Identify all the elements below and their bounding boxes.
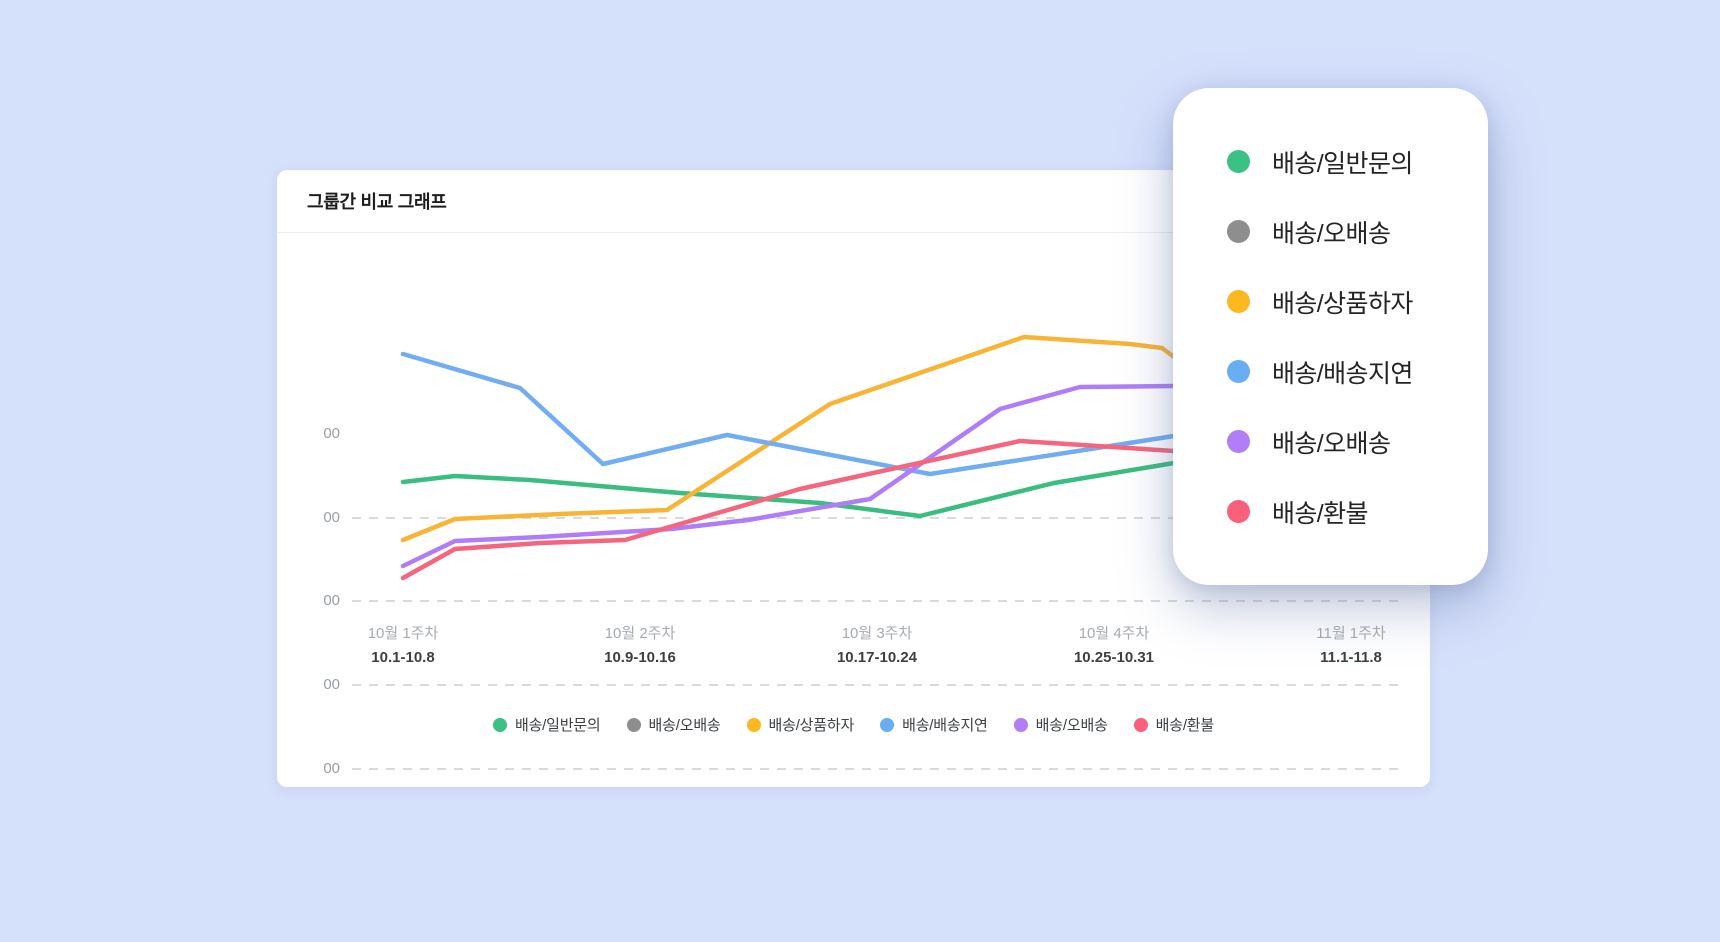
horizontal-gridline (352, 684, 1405, 686)
legend-color-dot-icon (1227, 220, 1250, 243)
x-tick-date-range: 10.17-10.24 (836, 649, 918, 666)
series-line-배송/환불 (400, 438, 1177, 581)
legend-item-label: 배송/환불 (1155, 717, 1215, 734)
x-tick-week-label: 10월 3주차 (841, 625, 913, 642)
legend-item[interactable]: 배송/환불 (1227, 494, 1488, 530)
y-axis-tick-label: 00 (323, 509, 340, 526)
legend-item-label: 배송/일반문의 (514, 717, 601, 734)
legend-item-label: 배송/배송지연 (1272, 359, 1413, 388)
legend-item[interactable]: 배송/오배송 (626, 714, 721, 735)
legend-item[interactable]: 배송/오배송 (1013, 714, 1108, 735)
y-axis-tick-label: 00 (323, 676, 340, 693)
series-line-배송/배송지연 (400, 351, 1177, 477)
floating-legend-panel: 배송/일반문의 배송/오배송 배송/상품하자 배송/배송지연 배송/오배송 배송/환불 (1173, 88, 1488, 585)
legend-color-dot-icon (1227, 290, 1250, 313)
x-tick-date-range: 11.1-11.8 (1320, 649, 1382, 666)
x-tick-week-label: 10월 1주차 (367, 625, 439, 642)
horizontal-gridline (352, 517, 1405, 519)
x-tick-week-label: 10월 4주차 (1078, 625, 1150, 642)
horizontal-gridline (352, 768, 1405, 770)
legend-item[interactable]: 배송/배송지연 (1227, 354, 1488, 390)
legend-color-dot-icon (1133, 717, 1148, 732)
x-tick-week-label: 11월 1주차 (1316, 625, 1386, 642)
chart-lines-svg (400, 334, 1177, 581)
legend-item[interactable]: 배송/일반문의 (1227, 144, 1488, 180)
legend-item-label: 배송/오배송 (1035, 717, 1108, 734)
legend-item[interactable]: 배송/상품하자 (746, 714, 855, 735)
legend-color-dot-icon (1227, 430, 1250, 453)
x-tick-date-range: 10.25-10.31 (1073, 649, 1155, 666)
legend-item-label: 배송/상품하자 (1272, 289, 1413, 318)
legend-color-dot-icon (746, 717, 761, 732)
legend-color-dot-icon (1227, 360, 1250, 383)
y-axis-tick-label: 00 (323, 760, 340, 777)
x-tick-date-range: 10.9-10.16 (604, 649, 676, 666)
legend-item-label: 배송/오배송 (1272, 219, 1391, 248)
x-axis-tick: 10월 3주차 10.17-10.24 (797, 625, 957, 666)
legend-color-dot-icon (1013, 717, 1028, 732)
bottom-legend: 배송/일반문의 배송/오배송 배송/상품하자 배송/배송지연 배송/오배송 배송/환불 (277, 714, 1430, 735)
legend-item-label: 배송/상품하자 (768, 717, 855, 734)
legend-color-dot-icon (1227, 500, 1250, 523)
x-tick-week-label: 10월 2주차 (604, 625, 676, 642)
legend-color-dot-icon (1227, 150, 1250, 173)
legend-item-label: 배송/배송지연 (902, 717, 988, 734)
legend-item[interactable]: 배송/배송지연 (880, 714, 988, 735)
horizontal-gridline (352, 600, 1405, 602)
legend-color-dot-icon (880, 717, 895, 732)
x-tick-date-range: 10.1-10.8 (371, 649, 435, 666)
series-line-배송/오배송 (400, 383, 1177, 569)
legend-item[interactable]: 배송/일반문의 (492, 714, 601, 735)
legend-color-dot-icon (626, 717, 641, 732)
y-axis-tick-label: 00 (323, 592, 340, 609)
chart-title: 그룹간 비교 그래프 (307, 192, 447, 212)
legend-item[interactable]: 배송/환불 (1133, 714, 1215, 735)
legend-item[interactable]: 배송/오배송 (1227, 214, 1488, 250)
card-header: 그룹간 비교 그래프 (277, 170, 1430, 233)
x-axis-tick: 10월 2주차 10.9-10.16 (560, 625, 720, 666)
legend-color-dot-icon (492, 717, 507, 732)
line-chart-plot-area: 00 00 00 00 00 10월 1주차 10.1-10.8 10월 2주차 10.9-1… (277, 233, 1430, 787)
series-line-배송/일반문의 (400, 460, 1177, 519)
x-axis-tick: 10월 4주차 10.25-10.31 (1034, 625, 1194, 666)
x-axis-tick: 10월 1주차 10.1-10.8 (323, 625, 483, 666)
legend-item[interactable]: 배송/상품하자 (1227, 284, 1488, 320)
x-axis-tick: 11월 1주차 11.1-11.8 (1271, 625, 1431, 666)
legend-item-label: 배송/오배송 (1272, 429, 1391, 458)
legend-item-label: 배송/오배송 (648, 717, 721, 734)
series-line-배송/상품하자 (400, 334, 1177, 543)
legend-item-label: 배송/환불 (1272, 499, 1369, 528)
legend-item[interactable]: 배송/오배송 (1227, 424, 1488, 460)
y-axis-tick-label: 00 (323, 425, 340, 442)
legend-item-label: 배송/일반문의 (1272, 149, 1413, 178)
